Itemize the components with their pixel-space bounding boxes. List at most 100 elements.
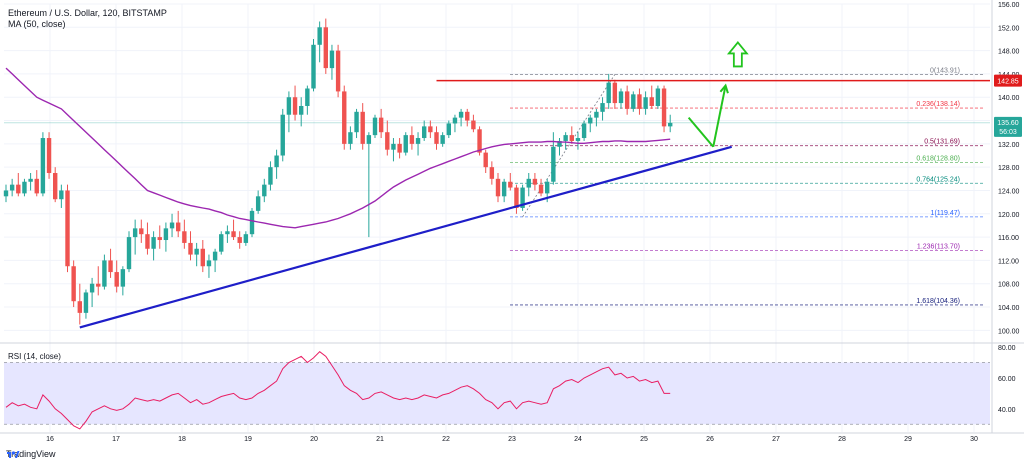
candle — [120, 266, 126, 296]
candle — [200, 240, 205, 273]
current-price-tag: 135.60 56:03 — [994, 116, 1022, 137]
candle — [329, 44, 335, 80]
candle-body — [268, 167, 273, 185]
candle — [385, 120, 390, 156]
candle-body — [249, 210, 255, 235]
x-tick-label: 18 — [178, 436, 186, 443]
candle-body — [16, 184, 21, 194]
candle — [514, 184, 519, 214]
candle — [22, 178, 27, 197]
candle — [366, 132, 372, 238]
candle-body — [145, 234, 150, 249]
candle-body — [348, 132, 353, 144]
candle — [114, 260, 119, 293]
candle-body — [120, 269, 126, 287]
candle — [3, 184, 9, 203]
candle-body — [212, 251, 218, 261]
overlays — [5, 41, 990, 329]
candle-body — [200, 248, 205, 267]
candle-body — [65, 190, 70, 267]
candle-body — [280, 114, 285, 156]
candle — [299, 97, 304, 127]
candle — [286, 91, 292, 133]
candle — [268, 161, 273, 191]
tradingview-logo[interactable]: TradingView — [6, 449, 56, 459]
countdown-text: 56:03 — [999, 129, 1017, 136]
x-tick-label: 21 — [376, 436, 384, 443]
candle — [446, 120, 451, 139]
candle — [243, 231, 249, 246]
fib-level-label: 0.764(125.24) — [916, 176, 960, 183]
candle-body — [477, 129, 482, 153]
candle-body — [575, 138, 581, 141]
candle — [434, 126, 439, 150]
rsi-line — [5, 351, 671, 430]
candle — [139, 219, 144, 243]
grid — [4, 3, 990, 432]
candle-body — [132, 228, 138, 238]
candle — [212, 248, 218, 273]
candle-body — [9, 184, 15, 191]
candle-body — [83, 292, 89, 313]
candle — [169, 213, 175, 238]
candle-body — [176, 222, 181, 232]
candle — [538, 178, 544, 197]
up-arrow-icon — [726, 41, 749, 68]
candle-body — [108, 260, 113, 273]
candle — [483, 149, 488, 173]
candle-body — [563, 135, 568, 141]
candle-body — [22, 181, 27, 194]
candle-body — [225, 231, 230, 235]
candle-body — [163, 228, 169, 241]
y-tick-label: 124.00 — [998, 188, 1020, 195]
candle — [465, 108, 470, 127]
candle-body — [588, 117, 593, 124]
fib-level-label: 1.618(104.36) — [916, 298, 960, 305]
x-tick-label: 28 — [838, 436, 846, 443]
x-tick-label: 29 — [904, 436, 912, 443]
fib-level-label: 0(143.91) — [930, 67, 960, 74]
candle-body — [483, 152, 488, 168]
candle-body — [292, 97, 298, 115]
fibonacci-levels: 0(143.91) 0.236(138.14) 0.5(131.69) 0.618(1… — [510, 67, 984, 306]
candle-body — [551, 146, 556, 182]
x-tick-label: 22 — [442, 436, 450, 443]
candle — [403, 132, 408, 156]
candle — [668, 114, 673, 133]
candle-body — [299, 105, 304, 115]
candle — [163, 222, 169, 252]
chart-title: Ethereum / U.S. Dollar, 120, BITSTAMP MA… — [8, 8, 167, 29]
candle — [471, 114, 476, 133]
y-tick-label: 148.00 — [998, 49, 1020, 56]
candle-body — [643, 97, 648, 109]
rsi-band — [4, 362, 990, 425]
candle — [40, 132, 46, 197]
candle-body — [415, 138, 421, 144]
candle — [422, 120, 427, 141]
candle-body — [360, 111, 365, 144]
candle — [643, 91, 648, 115]
fib-level-label: 0.618(128.80) — [916, 156, 960, 163]
candle — [557, 138, 562, 156]
candle-body — [305, 88, 310, 106]
candle — [225, 225, 230, 243]
x-tick-label: 23 — [508, 436, 516, 443]
candle — [342, 85, 347, 150]
candle-body — [618, 91, 624, 104]
candle-body — [219, 234, 224, 252]
candle — [71, 260, 76, 308]
candle-body — [169, 222, 175, 229]
candle-body — [465, 111, 470, 121]
candle-body — [126, 237, 132, 270]
candle-body — [649, 97, 654, 106]
candle — [637, 88, 642, 115]
candle-body — [668, 122, 673, 127]
candle — [182, 219, 187, 249]
candle — [409, 126, 415, 150]
candle-body — [114, 272, 119, 287]
candle — [108, 248, 113, 278]
moving-average-line — [5, 67, 671, 229]
candle — [317, 21, 322, 63]
candle — [151, 231, 156, 261]
